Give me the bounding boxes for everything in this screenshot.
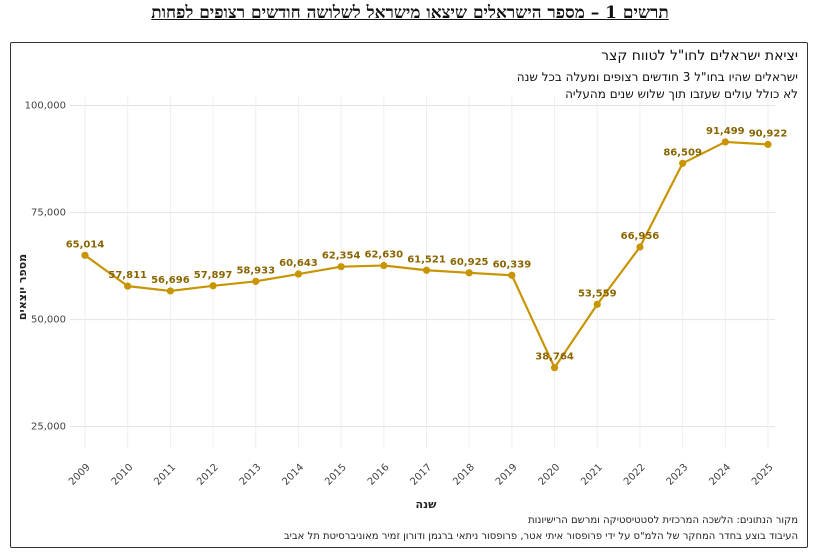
x-tick-label: 2025	[750, 462, 776, 488]
data-label: 53,559	[578, 288, 617, 299]
data-point	[294, 270, 303, 278]
data-label: 60,643	[279, 258, 318, 269]
data-point	[380, 261, 388, 270]
data-point	[593, 300, 601, 308]
data-point	[508, 271, 516, 279]
data-label: 60,339	[493, 259, 532, 270]
y-tick-label: 50,000	[31, 315, 66, 326]
data-point	[124, 282, 132, 290]
data-point	[550, 364, 559, 372]
data-label: 66,956	[621, 231, 660, 242]
x-tick-label: 2010	[110, 462, 136, 488]
chart-subtitle-1: ישראלים שהיו בחו"ל 3 חודשים רצופים ומעלה…	[516, 70, 798, 84]
x-tick-label: 2012	[195, 462, 221, 488]
source-note-1: מקור הנתונים: הלשכה המרכזית לסטטיסטיקה ו…	[528, 515, 798, 526]
data-point	[636, 243, 644, 251]
x-tick-label: 2023	[665, 462, 691, 488]
data-label: 62,630	[365, 250, 404, 261]
data-point	[81, 251, 89, 259]
data-label: 65,014	[66, 239, 105, 250]
data-point	[337, 263, 345, 271]
x-tick-labels: 2009 2010 2011 2012 2013 2014 2015 2016 2017 2018…	[67, 462, 776, 488]
data-label: 61,521	[407, 254, 446, 265]
data-point	[764, 140, 772, 149]
data-label: 56,696	[151, 275, 190, 286]
chart-title: יציאת ישראלים לחו"ל לטווח קצר	[601, 48, 798, 64]
x-tick-label: 2016	[366, 462, 392, 488]
data-label: 58,933	[236, 265, 275, 276]
data-label: 90,922	[749, 128, 788, 139]
chart-subtitle-2: לא כולל עולים שעזבו תוך שלוש שנים מהעליה	[565, 87, 798, 101]
x-tick-label: 2022	[622, 462, 648, 488]
data-point	[166, 287, 174, 295]
x-tick-label: 2021	[579, 462, 605, 488]
figure-title: תרשים 1 – מספר הישראלים שיצאו מישראל לשל…	[151, 3, 669, 23]
data-point	[465, 269, 473, 277]
source-note-2: העיבוד בוצע בחדר המחקר של הלמ"ס על ידי פ…	[283, 531, 798, 542]
data-labels: 65,014 57,811 56,696 57,897 58,933 60,643 62,3…	[66, 126, 788, 363]
x-axis-label: שנה	[416, 498, 438, 511]
data-label: 60,925	[450, 257, 489, 268]
y-tick-label: 100,000	[25, 101, 66, 112]
data-point	[422, 266, 431, 274]
data-label: 38,764	[535, 352, 574, 363]
data-label: 57,811	[108, 270, 147, 281]
y-tick-label: 25,000	[31, 422, 66, 433]
data-point	[679, 159, 687, 167]
x-tick-label: 2011	[152, 462, 178, 488]
x-tick-label: 2009	[67, 462, 93, 488]
x-tick-label: 2017	[409, 462, 435, 488]
x-tick-label: 2024	[707, 462, 733, 488]
data-label: 62,354	[322, 251, 361, 262]
data-point	[252, 277, 260, 285]
x-tick-label: 2019	[494, 462, 520, 488]
x-tick-label: 2015	[323, 462, 349, 488]
data-point	[209, 282, 217, 290]
data-label: 57,897	[194, 270, 233, 281]
y-axis-label: מספר יוצאים	[16, 254, 29, 320]
x-tick-label: 2014	[280, 462, 306, 488]
data-label: 86,509	[663, 147, 702, 158]
chart-frame	[10, 42, 808, 548]
y-tick-label: 75,000	[31, 208, 66, 219]
x-tick-label: 2018	[451, 462, 477, 488]
x-tick-label: 2020	[537, 462, 563, 488]
data-points	[81, 138, 772, 372]
y-tick-labels: 25,000 50,000 75,000 100,000	[25, 101, 66, 433]
data-point	[721, 138, 729, 146]
x-tick-label: 2013	[238, 462, 264, 488]
data-label: 91,499	[706, 126, 745, 137]
